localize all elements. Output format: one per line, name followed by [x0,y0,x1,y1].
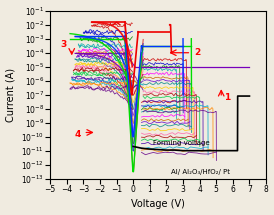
Text: 4: 4 [75,130,81,139]
X-axis label: Voltage (V): Voltage (V) [131,200,185,209]
Y-axis label: Current (A): Current (A) [5,68,16,122]
Text: Forming voltage: Forming voltage [153,140,210,146]
Text: 3: 3 [60,40,66,49]
Text: 1: 1 [224,93,230,102]
Text: Al/ Al₂O₃/HfO₂/ Pt: Al/ Al₂O₃/HfO₂/ Pt [172,169,230,175]
Text: 2: 2 [195,48,201,57]
